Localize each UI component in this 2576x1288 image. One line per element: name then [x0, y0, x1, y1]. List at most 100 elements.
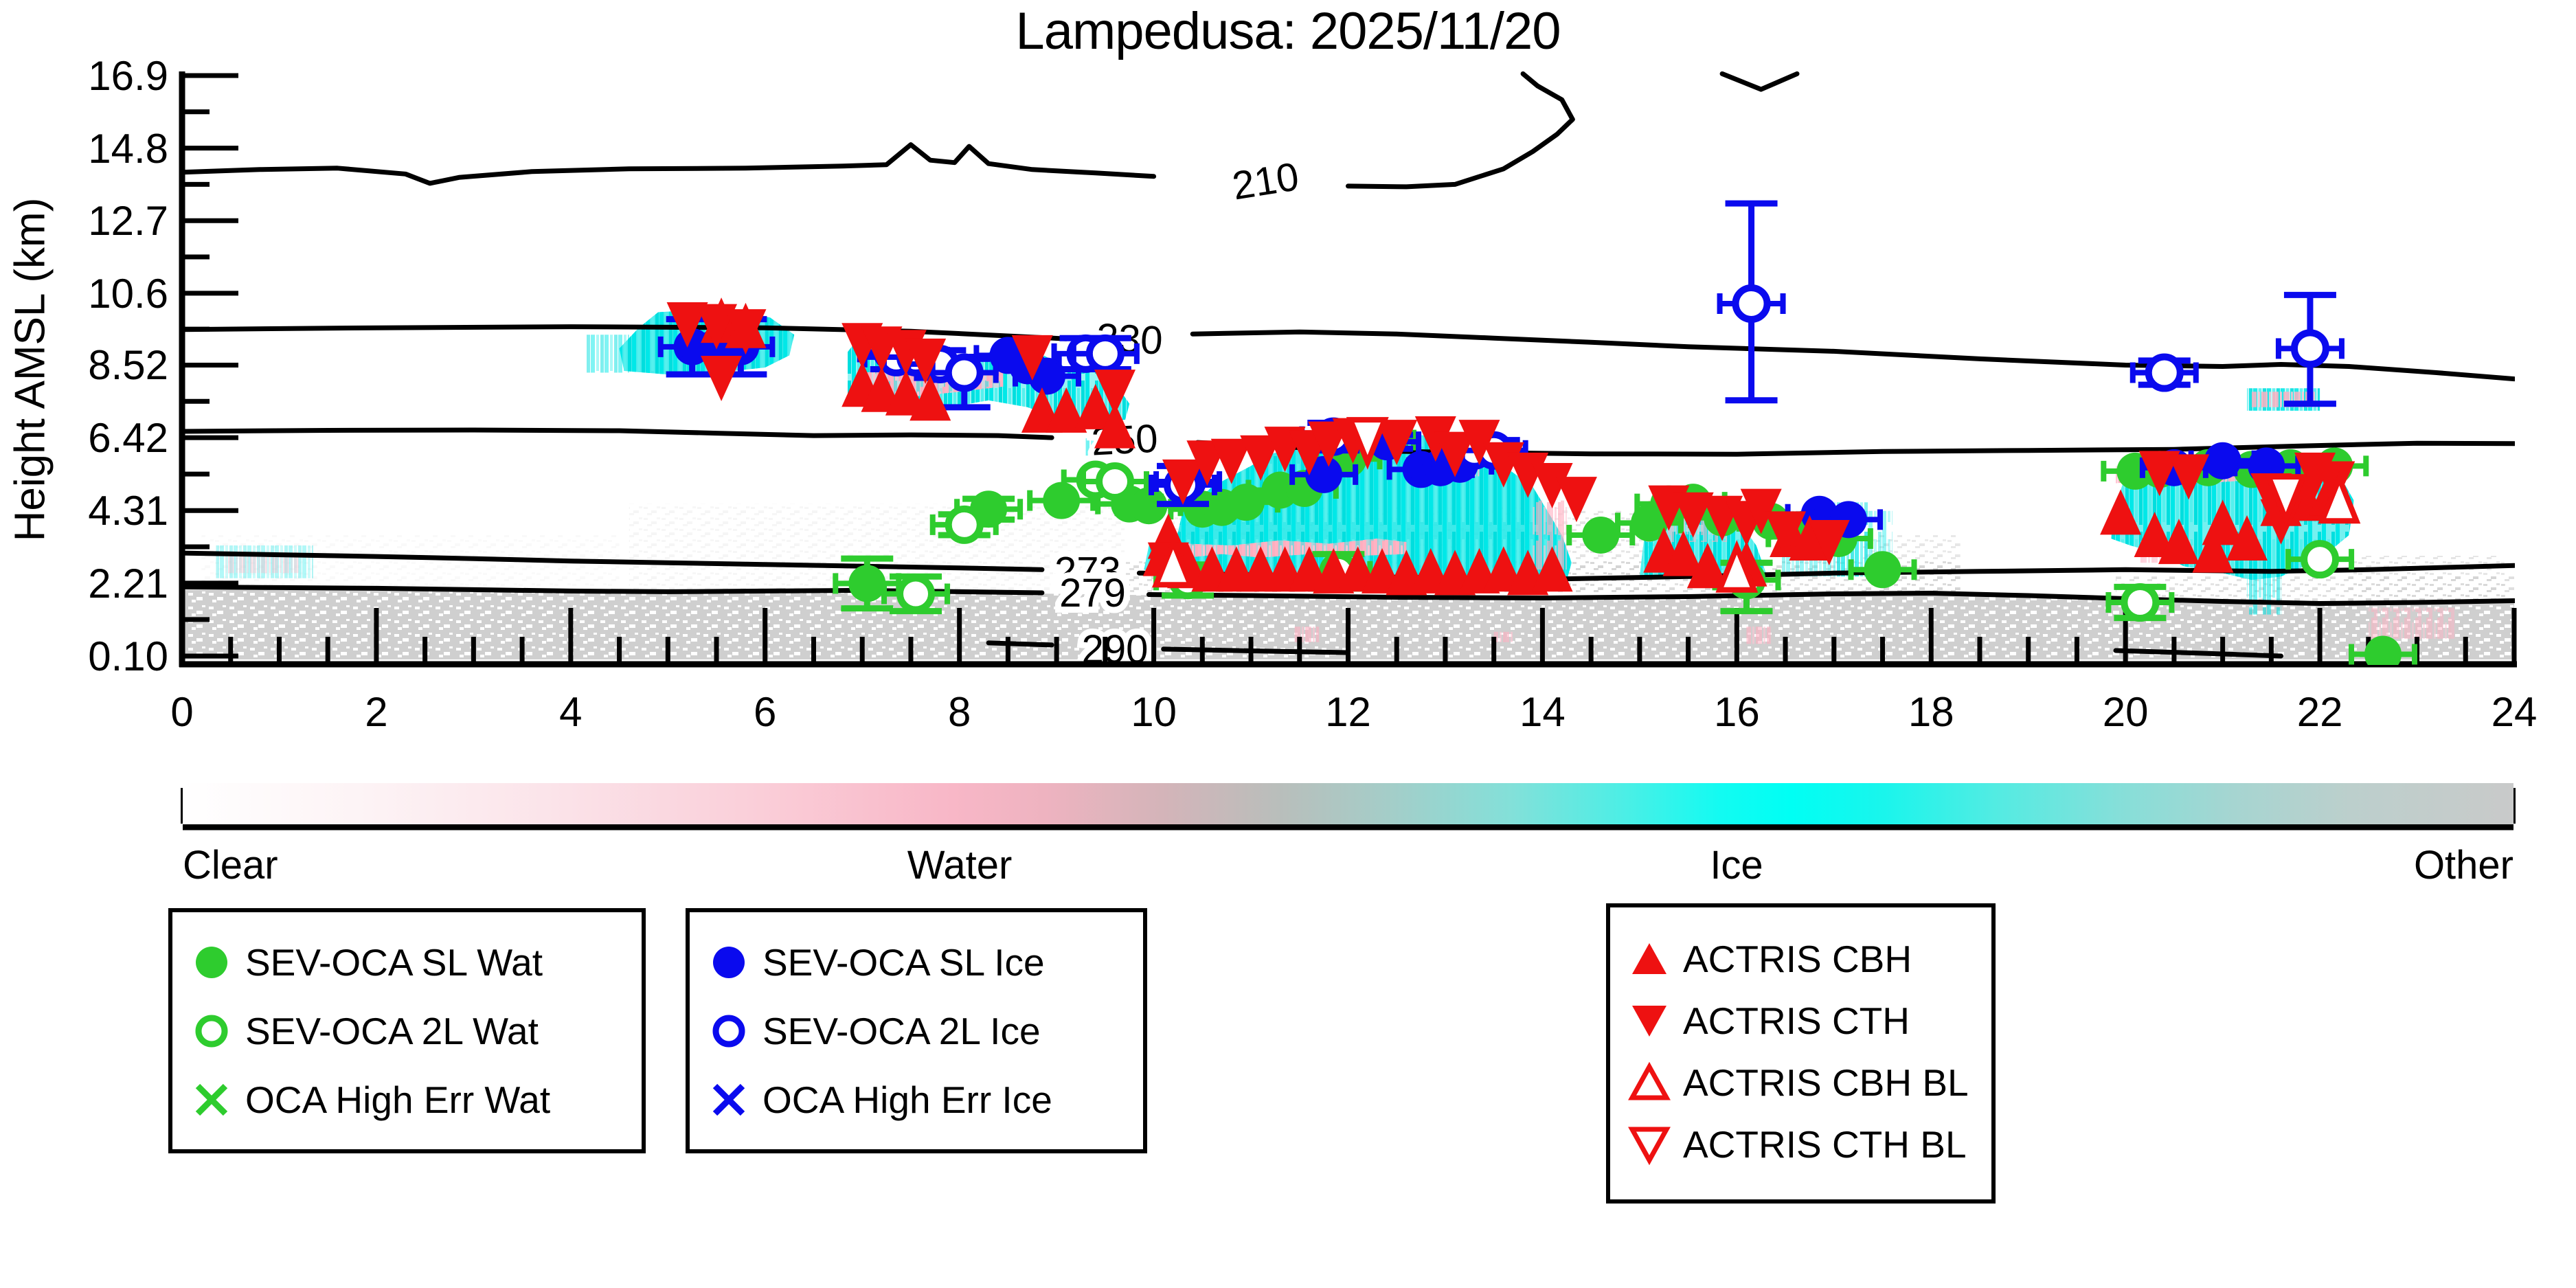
contour-279 — [1146, 591, 2515, 606]
contour-250 — [182, 427, 1054, 440]
marker-2l-ice — [2290, 329, 2329, 368]
contour-label-279: 279 — [1059, 571, 1126, 615]
y-tick-label: 10.6 — [88, 270, 168, 317]
marker-cbh — [2158, 519, 2200, 565]
legend-item-label: SEV-OCA SL Ice — [762, 941, 1045, 984]
contour-290 — [2113, 648, 2283, 659]
x-tick-label: 24 — [2491, 689, 2538, 735]
marker-cth — [696, 304, 738, 350]
open-circle-icon — [705, 1007, 753, 1055]
marker-cbh — [2134, 512, 2176, 558]
x-tick-label: 14 — [1519, 689, 1566, 735]
marker-cth — [1308, 421, 1350, 467]
y-tick-label: 14.8 — [88, 125, 168, 172]
series-cth — [666, 302, 2355, 588]
y-tick-label: 0.10 — [88, 633, 168, 679]
x-tick-label: 16 — [1713, 689, 1760, 735]
marker-sl-wat — [2364, 635, 2402, 665]
marker-cth — [1555, 477, 1597, 523]
legend-item: OCA High Err Ice — [690, 1069, 1143, 1131]
marker-cbh-bl — [1151, 534, 1195, 588]
mask-other — [2349, 556, 2505, 605]
x-tick-label: 12 — [1325, 689, 1371, 735]
x-tick-label: 18 — [1908, 689, 1954, 735]
y-tick-label: 6.42 — [88, 415, 168, 462]
series-cbh-bl — [1151, 471, 2361, 593]
legend-item: SEV-OCA SL Ice — [690, 931, 1143, 993]
axes — [179, 71, 2517, 668]
marker-cbh — [909, 375, 951, 421]
marker-cbh — [2192, 527, 2234, 573]
marker-sl-wat — [1582, 516, 1620, 554]
legend-item-label: SEV-OCA SL Wat — [245, 941, 543, 984]
x-tick-label: 4 — [559, 689, 583, 735]
marker-cth-bl — [2264, 474, 2307, 527]
y-tick-label: 16.9 — [88, 52, 168, 99]
marker-sl-wat — [1043, 482, 1081, 519]
marker-cth — [1808, 519, 1850, 565]
marker-2l-ice — [1085, 334, 1125, 373]
filled-circle-icon — [188, 938, 236, 986]
mask-ice — [585, 335, 629, 373]
filled-triangle-down-icon — [1625, 997, 1673, 1045]
contour-label-210: 210 — [1229, 154, 1302, 208]
x-tick-label: 8 — [947, 689, 971, 735]
marker-cbh-bl — [1715, 540, 1759, 593]
y-tick-label: 8.52 — [88, 342, 168, 389]
x-tick-label: 10 — [1131, 689, 1177, 735]
legend-item: ACTRIS CTH — [1610, 990, 1991, 1052]
marker-cth — [1765, 511, 1807, 557]
marker-cbh — [1531, 546, 1573, 592]
x-marker-icon — [188, 1076, 236, 1124]
marker-cbh — [1074, 383, 1116, 429]
marker-sl-wat — [1227, 484, 1265, 521]
marker-cth — [2138, 451, 2180, 497]
marker-cbh — [1686, 543, 1728, 589]
marker-cth — [1672, 492, 1714, 538]
legend-item: SEV-OCA 2L Wat — [172, 1000, 642, 1062]
marker-2l-wat — [2121, 583, 2160, 622]
contour-label-273: 273 — [1054, 549, 1121, 594]
legend-item: ACTRIS CTH BL — [1610, 1114, 1991, 1175]
legend-item-label: SEV-OCA 2L Ice — [762, 1010, 1041, 1052]
marker-cth — [1434, 431, 1476, 477]
mask-water — [2368, 607, 2456, 639]
marker-cth — [1094, 370, 1136, 416]
marker-cth — [1240, 435, 1282, 481]
marker-cth — [1210, 438, 1252, 484]
x-tick-label: 0 — [170, 689, 194, 735]
legend-item-label: ACTRIS CBH BL — [1683, 1061, 1969, 1104]
marker-2l-wat — [945, 505, 984, 544]
colorbar-label-other: Other — [2413, 843, 2513, 888]
marker-2l-ice — [945, 353, 984, 392]
marker-cbh — [2202, 499, 2244, 545]
marker-cbh — [1482, 546, 1524, 592]
contour-210 — [1719, 71, 1800, 92]
marker-cbh — [2100, 489, 2142, 535]
marker-cth — [1011, 335, 1053, 381]
series-cth-bl — [1346, 417, 2307, 527]
y-tick-label: 2.21 — [88, 560, 168, 607]
marker-2l-wat — [896, 574, 936, 613]
marker-cbh — [2226, 515, 2268, 561]
marker-cth — [701, 356, 743, 402]
legend-item-label: OCA High Err Wat — [245, 1078, 551, 1121]
colorbar-gradient — [183, 783, 2513, 824]
legend-item-label: ACTRIS CTH BL — [1683, 1123, 1967, 1166]
legend-item: SEV-OCA SL Wat — [172, 931, 642, 993]
isotherm-contours: 210230250273279290 — [182, 71, 2515, 672]
mask-water — [1533, 500, 1567, 570]
legend-item-label: ACTRIS CTH — [1683, 999, 1910, 1042]
contour-210 — [1346, 71, 1575, 190]
marker-sl-ice — [2204, 442, 2241, 479]
open-circle-icon — [188, 1007, 236, 1055]
contour-label-290: 290 — [1082, 627, 1149, 672]
legend-actris: ACTRIS CBH ACTRIS CTH ACTRIS CBH BL ACTR… — [1606, 903, 1996, 1204]
contour-273 — [182, 550, 1045, 572]
marker-cth — [2168, 454, 2210, 500]
marker-cth — [1531, 462, 1573, 508]
legend-item: ACTRIS CBH — [1610, 928, 1991, 990]
marker-sl-wat — [1130, 487, 1168, 525]
